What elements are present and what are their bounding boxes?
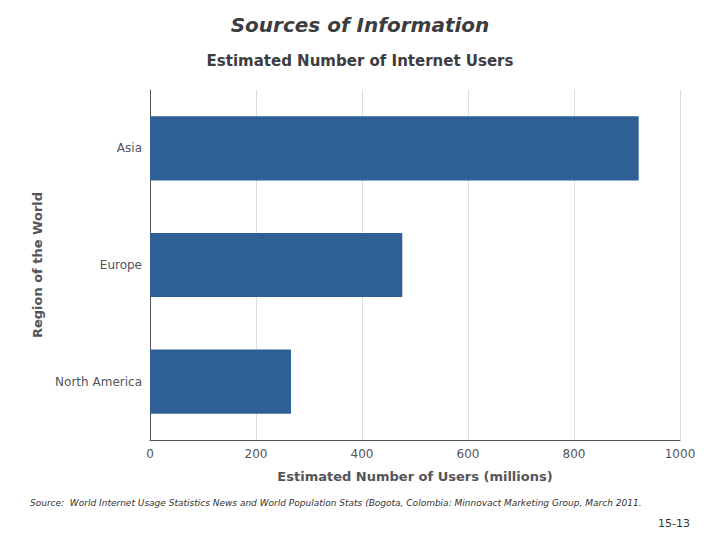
svg-text:Estimated Number of Internet U: Estimated Number of Internet Users [207, 52, 514, 70]
svg-text:1000: 1000 [665, 447, 696, 461]
svg-text:Source: World Internet Usage: Source: World Internet Usage Statistics … [30, 498, 642, 508]
svg-text:800: 800 [563, 447, 586, 461]
svg-text:Sources of Information: Sources of Information [231, 13, 490, 37]
svg-text:Estimated Number of Users (mil: Estimated Number of Users (millions) [277, 469, 552, 484]
svg-text:North America: North America [55, 375, 142, 389]
svg-text:15-13: 15-13 [658, 517, 690, 530]
svg-text:0: 0 [146, 447, 154, 461]
svg-text:600: 600 [457, 447, 480, 461]
svg-text:400: 400 [351, 447, 374, 461]
svg-text:200: 200 [245, 447, 268, 461]
svg-text:Region of the World: Region of the World [30, 192, 45, 338]
svg-text:Asia: Asia [117, 141, 142, 155]
svg-text:Europe: Europe [100, 258, 142, 272]
